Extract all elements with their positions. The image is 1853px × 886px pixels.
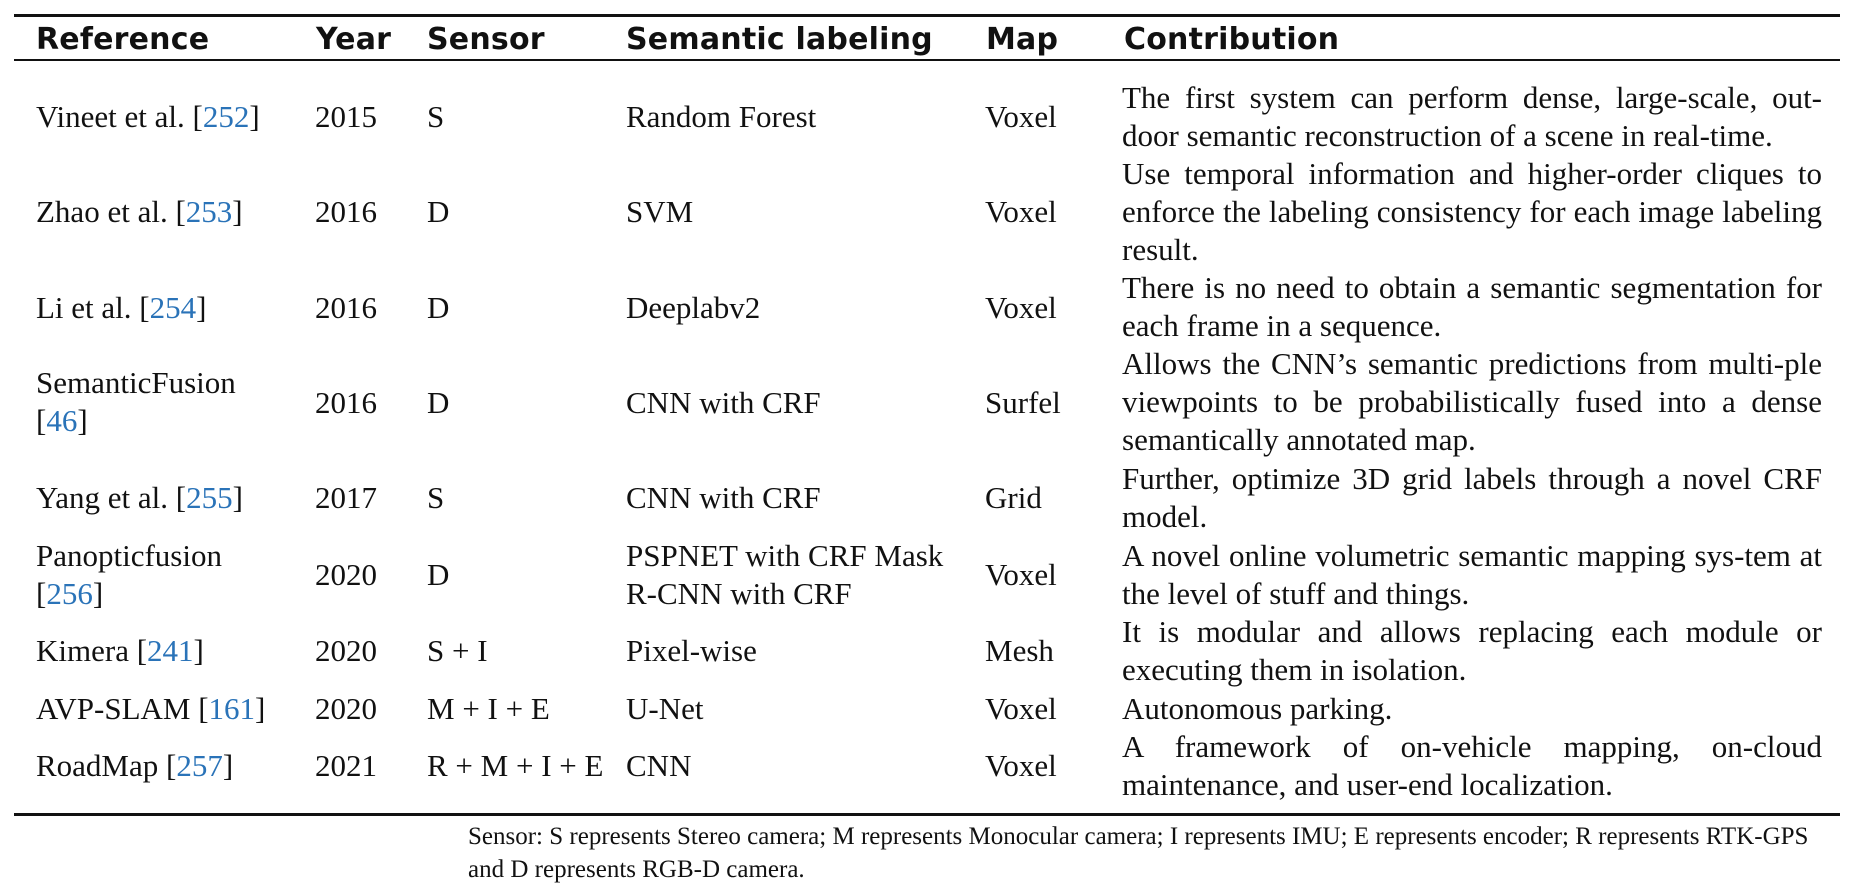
reference-cell: SemanticFusion [46] <box>36 365 236 438</box>
semantic-cell: SVM <box>626 194 694 229</box>
year-cell: 2020 <box>315 633 377 668</box>
map-cell: Voxel <box>985 99 1057 134</box>
sensor-cell: S <box>427 99 445 134</box>
reference-cell: Vineet et al. [252] <box>36 99 260 134</box>
map-cell: Voxel <box>985 691 1057 726</box>
map-cell: Voxel <box>985 557 1057 592</box>
reference-cell: Li et al. [254] <box>36 290 207 325</box>
year-cell: 2020 <box>315 557 377 592</box>
citation-link[interactable]: 161 <box>208 691 256 726</box>
semantic-cell: CNN <box>626 748 692 783</box>
semantic-cell: CNN with CRF <box>626 480 821 515</box>
map-cell: Surfel <box>985 385 1061 420</box>
header-sensor: Sensor <box>427 22 545 57</box>
citation-link[interactable]: 46 <box>46 403 78 438</box>
header-contribution: Contribution <box>1124 22 1340 57</box>
reference-cell: Yang et al. [255] <box>36 480 243 515</box>
year-cell: 2016 <box>315 194 377 229</box>
contribution-cell: A novel online volumetric semantic mappi… <box>1122 538 1822 611</box>
map-cell: Mesh <box>985 633 1054 668</box>
contribution-cell: It is modular and allows replacing each … <box>1122 614 1822 687</box>
reference-cell: Panopticfusion [256] <box>36 538 222 611</box>
year-cell: 2017 <box>315 480 377 515</box>
header-year: Year <box>316 22 392 57</box>
sensor-cell: S + I <box>427 633 488 668</box>
semantic-cell: Deeplabv2 <box>626 290 761 325</box>
semantic-cell: U-Net <box>626 691 704 726</box>
year-cell: 2021 <box>315 748 377 783</box>
sensor-cell: D <box>427 557 450 592</box>
header-map: Map <box>986 22 1059 57</box>
sensor-cell: D <box>427 290 450 325</box>
contribution-cell: Use temporal information and higher-orde… <box>1122 156 1822 267</box>
semantic-cell: Random Forest <box>626 99 817 134</box>
sensor-cell: R + M + I + E <box>427 748 604 783</box>
header-reference: Reference <box>36 22 210 57</box>
sensor-cell: D <box>427 385 450 420</box>
contribution-cell: Further, optimize 3D grid labels through… <box>1122 461 1822 534</box>
citation-link[interactable]: 252 <box>202 99 250 134</box>
bottom-rule <box>14 813 1840 816</box>
header-semantic-labeling: Semantic labeling <box>626 22 933 57</box>
contribution-cell: The first system can perform dense, larg… <box>1122 80 1822 153</box>
table-footnote: Sensor: S represents Stereo camera; M re… <box>468 823 1809 883</box>
semantic-cell: Pixel-wise <box>626 633 757 668</box>
reference-cell: RoadMap [257] <box>36 748 234 783</box>
contribution-cell: Allows the CNN’s semantic predictions fr… <box>1122 346 1822 457</box>
citation-link[interactable]: 257 <box>176 748 223 783</box>
year-cell: 2016 <box>315 290 377 325</box>
map-cell: Voxel <box>985 290 1057 325</box>
citation-link[interactable]: 241 <box>147 633 194 668</box>
contribution-cell: A framework of on-vehicle mapping, on-cl… <box>1122 729 1822 802</box>
reference-cell: Kimera [241] <box>36 633 204 668</box>
map-cell: Voxel <box>985 194 1057 229</box>
sensor-cell: D <box>427 194 450 229</box>
reference-cell: Zhao et al. [253] <box>36 194 243 229</box>
citation-link[interactable]: 256 <box>46 576 93 611</box>
map-cell: Grid <box>985 480 1042 515</box>
citation-link[interactable]: 255 <box>186 480 233 515</box>
semantic-cell: PSPNET with CRF Mask R-CNN with CRF <box>626 538 944 611</box>
sensor-cell: M + I + E <box>427 691 550 726</box>
year-cell: 2015 <box>315 99 377 134</box>
sensor-cell: S <box>427 480 445 515</box>
contribution-cell: Autonomous parking. <box>1122 691 1393 726</box>
citation-link[interactable]: 253 <box>185 194 233 229</box>
top-rule <box>14 14 1840 17</box>
year-cell: 2020 <box>315 691 377 726</box>
contribution-cell: There is no need to obtain a semantic se… <box>1122 270 1822 343</box>
citation-link[interactable]: 254 <box>149 290 197 325</box>
map-cell: Voxel <box>985 748 1057 783</box>
reference-cell: AVP-SLAM [161] <box>36 691 266 726</box>
header-rule <box>14 59 1840 61</box>
year-cell: 2016 <box>315 385 377 420</box>
semantic-cell: CNN with CRF <box>626 385 821 420</box>
